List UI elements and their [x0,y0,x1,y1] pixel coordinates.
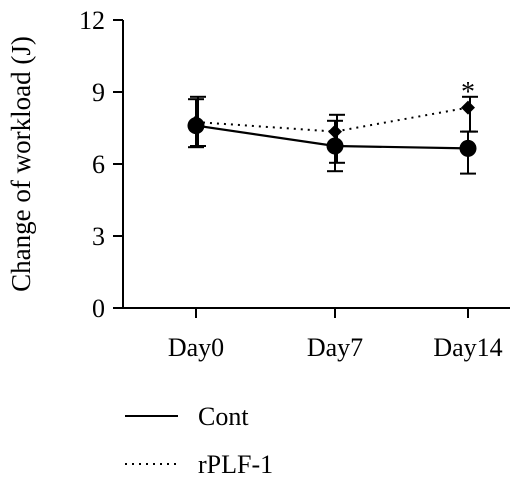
legend: Cont rPLF-1 [125,402,273,479]
legend-label: Cont [198,402,249,431]
legend-label: rPLF-1 [198,450,273,479]
axes: 0 3 6 9 12 Day0 Day7 Day14 Change of workload (J… [6,6,510,362]
data-point [328,124,342,139]
x-tick-label: Day7 [307,333,363,362]
x-tick-label: Day14 [433,333,502,362]
legend-item: Cont [125,402,249,431]
data-point [189,115,203,129]
y-tick-label: 9 [92,78,105,107]
y-tick-label: 6 [92,150,105,179]
x-tick-label: Day0 [168,333,224,362]
y-axis-title: Change of workload (J) [6,36,36,292]
data-point [461,100,475,115]
y-tick-label: 12 [79,6,105,35]
data-point [459,139,477,157]
data-point [326,137,344,155]
legend-item: rPLF-1 [125,450,273,479]
significance-marker: * [461,77,475,108]
annotation-layer: * [461,77,475,108]
series-layer [187,95,478,175]
y-tick-label: 3 [92,222,105,251]
y-tick-label: 0 [92,294,105,323]
series-rplf-1 [189,95,478,164]
